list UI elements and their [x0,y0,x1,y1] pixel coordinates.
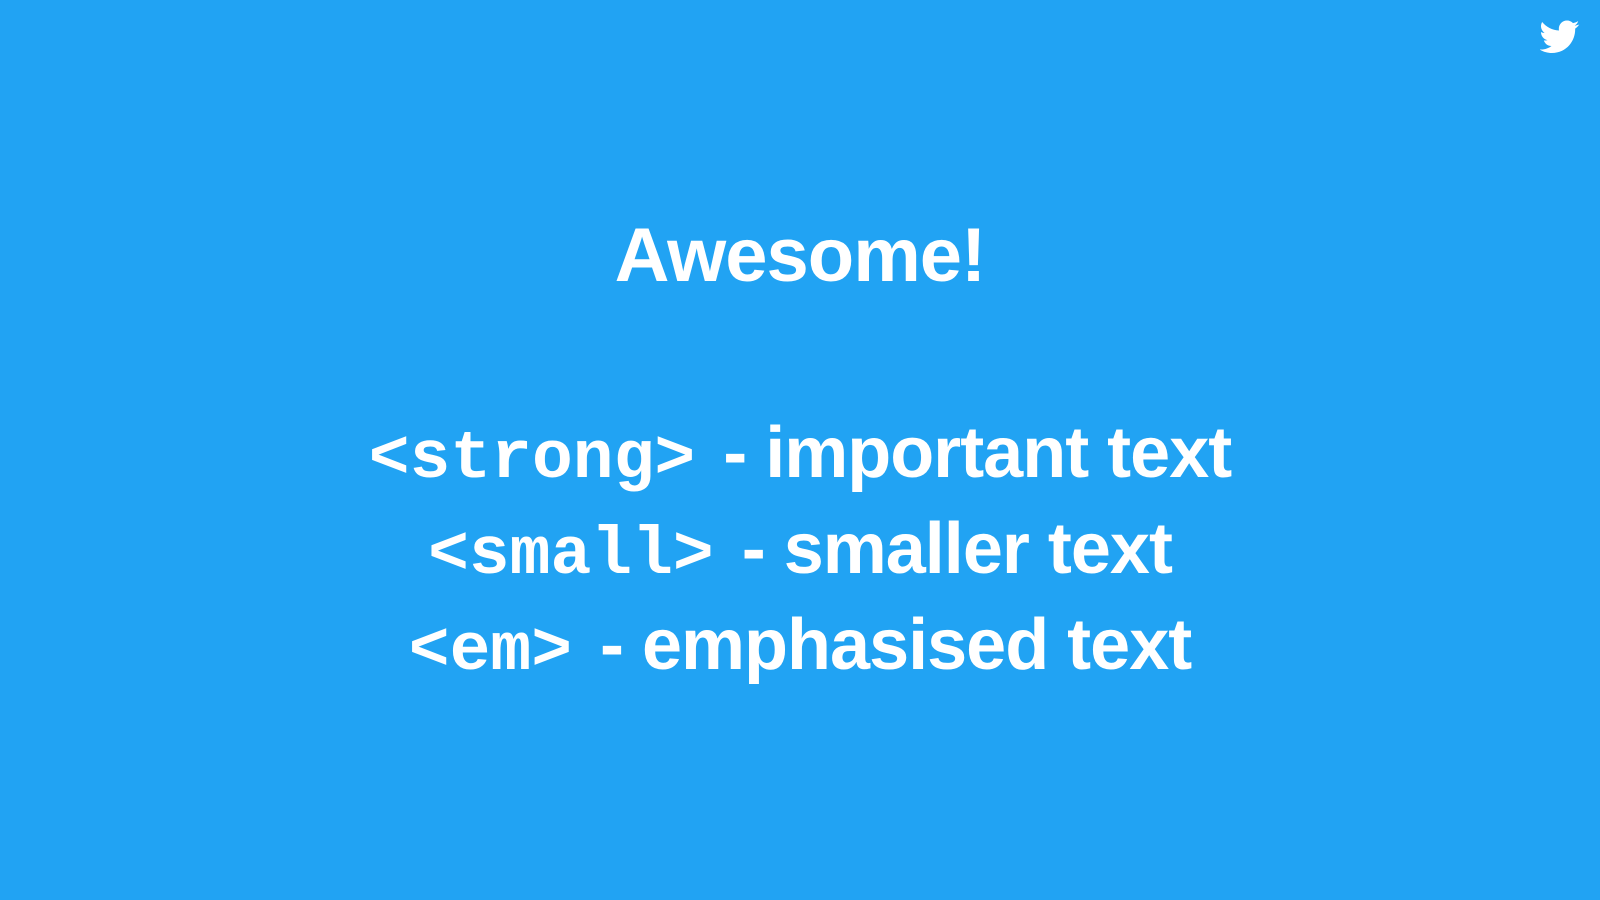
list-item: <small> - smaller text [0,501,1600,597]
tag-description: - important text [723,413,1232,493]
tag-list: <strong> - important text <small> - smalle… [0,405,1600,693]
tag-em: <em> [408,613,573,690]
tag-description: - emphasised text [600,605,1192,685]
tag-strong: <strong> [368,421,696,498]
tag-small: <small> [428,517,714,594]
slide-title: Awesome! [614,213,987,298]
list-item: <em> - emphasised text [0,597,1600,693]
tag-description: - smaller text [741,509,1173,589]
list-item: <strong> - important text [0,405,1600,501]
twitter-bird-icon [1540,20,1580,53]
